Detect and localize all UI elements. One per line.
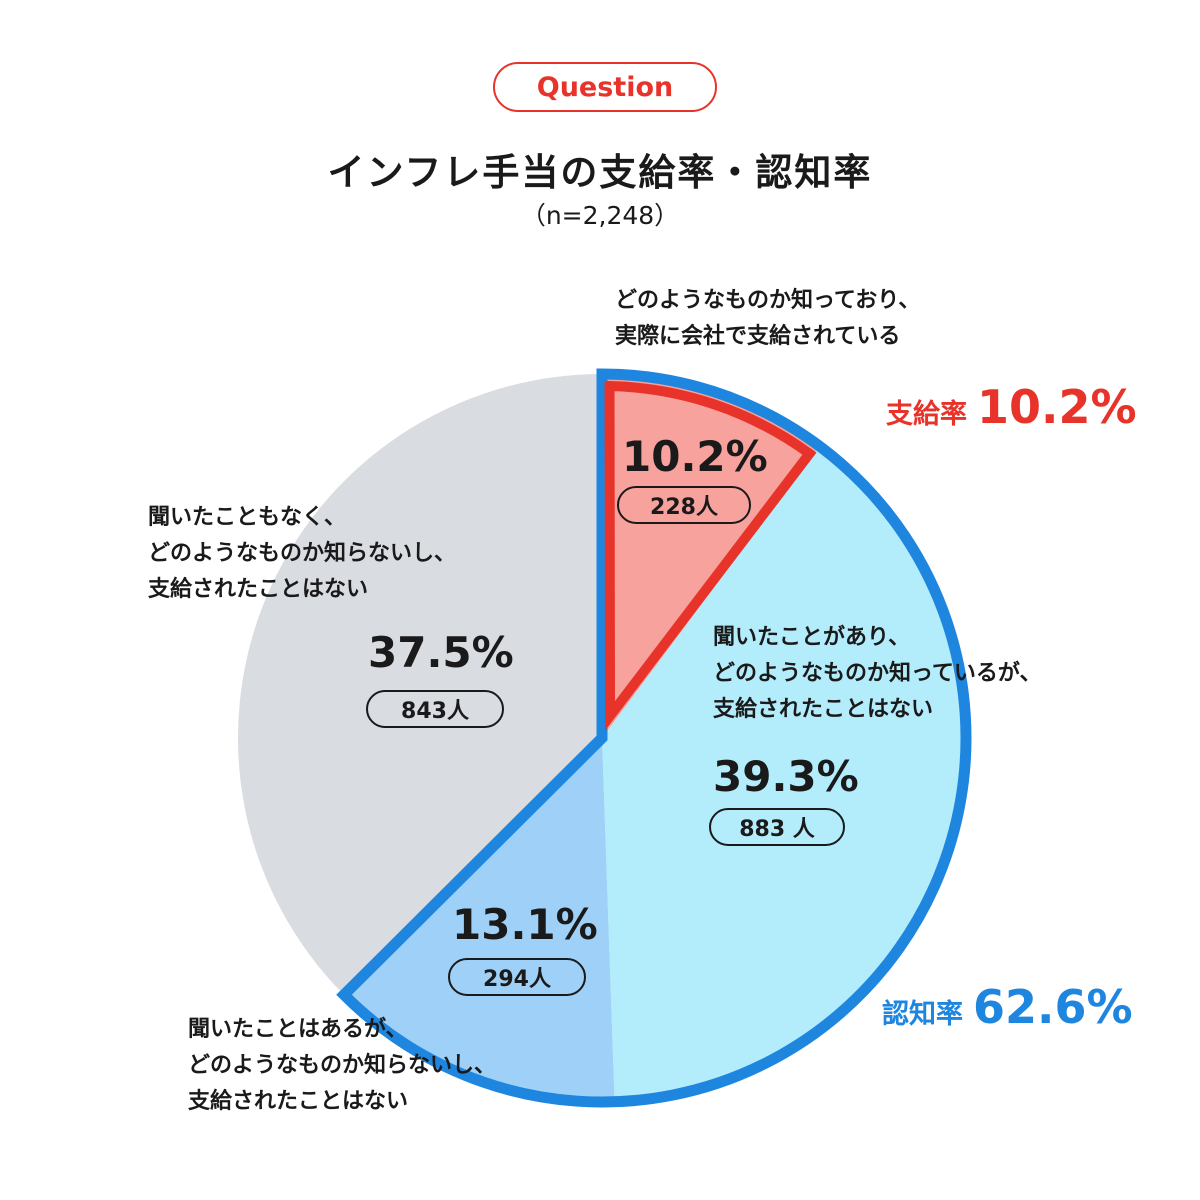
slice-2-percentage: 39.3% <box>713 752 859 801</box>
slice-3-percentage: 13.1% <box>452 900 598 949</box>
slice-1-count-pill: 228人 <box>617 486 751 524</box>
slice-1-desc-line: 実際に会社で支給されている <box>615 324 901 349</box>
payment-outline <box>604 380 817 731</box>
slice-2-count-pill: 883 人 <box>709 808 845 846</box>
slice-1-desc-line: どのようなものか知っており、 <box>615 288 921 313</box>
chart-title: インフレ手当の支給率・認知率 <box>327 151 873 194</box>
slice-3-count-pill: 294人 <box>448 958 586 996</box>
slice-1-description: どのようなものか知っており、 実際に会社で支給されている <box>615 283 920 355</box>
payment-rate-callout: 支給率 10.2% <box>886 380 1137 434</box>
slice-4-count-pill: 843人 <box>366 690 504 728</box>
slice-4-desc-line: どのようなものか知らないし、 <box>148 541 457 566</box>
sample-size: （n=2,248） <box>520 201 680 230</box>
awareness-rate-value: 62.6% <box>973 980 1133 1034</box>
question-badge: Question <box>493 62 717 112</box>
slice-2-desc-line: 支給されたことはない <box>713 697 934 722</box>
slice-2-desc-line: 聞いたことがあり、 <box>713 625 911 650</box>
slice-3-desc-line: 聞いたことはあるが、 <box>188 1017 408 1042</box>
slice-4-description: 聞いたこともなく、 どのようなものか知らないし、 支給されたことはない <box>148 500 456 608</box>
slice-4-desc-line: 聞いたこともなく、 <box>148 505 347 530</box>
slice-3-description: 聞いたことはあるが、 どのようなものか知らないし、 支給されたことはない <box>188 1012 496 1120</box>
slice-4-desc-line: 支給されたことはない <box>148 577 369 602</box>
awareness-rate-callout: 認知率 62.6% <box>882 980 1133 1034</box>
payment-rate-label: 支給率 <box>886 399 967 430</box>
slice-3-desc-line: 支給されたことはない <box>188 1089 409 1114</box>
payment-rate-value: 10.2% <box>977 380 1137 434</box>
pie-slice-4 <box>238 374 602 995</box>
slice-1-percentage: 10.2% <box>622 432 768 481</box>
awareness-rate-label: 認知率 <box>882 999 963 1030</box>
slice-3-desc-line: どのようなものか知らないし、 <box>188 1053 497 1078</box>
slice-2-description: 聞いたことがあり、 どのようなものか知っているが、 支給されたことはない <box>713 620 1041 728</box>
awareness-outline <box>336 368 972 1108</box>
pie-slice-3 <box>344 738 615 1102</box>
slice-4-percentage: 37.5% <box>368 628 514 677</box>
slice-2-desc-line: どのようなものか知っているが、 <box>713 661 1042 686</box>
pie-slice-2 <box>602 446 967 1102</box>
